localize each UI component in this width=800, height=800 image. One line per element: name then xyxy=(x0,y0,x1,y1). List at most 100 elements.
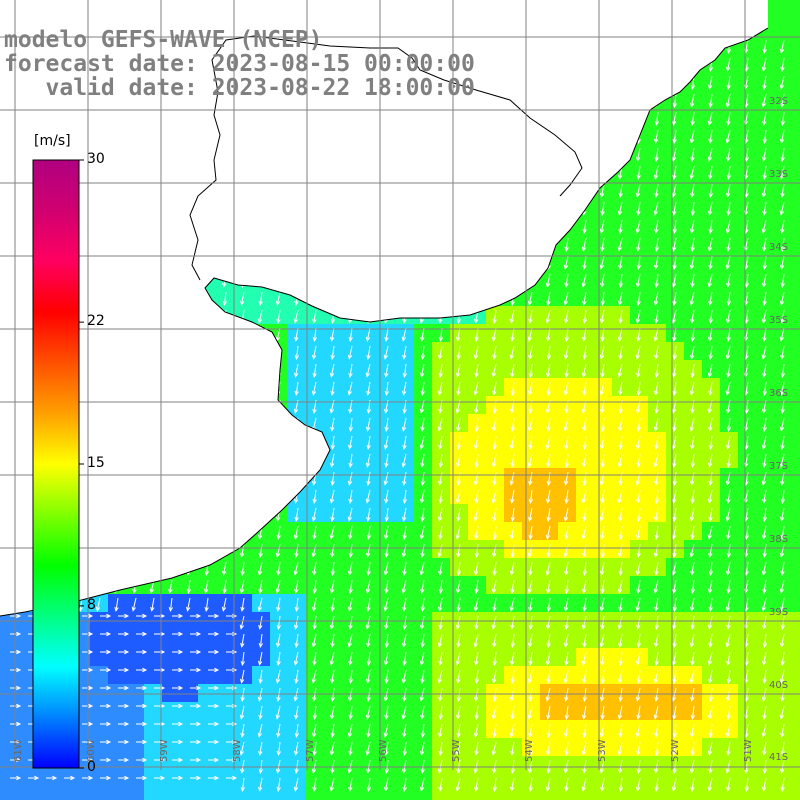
wind-arrow xyxy=(654,111,660,127)
wind-speed-cell xyxy=(162,648,180,666)
wind-speed-cell xyxy=(198,756,216,774)
wind-speed-cell xyxy=(108,738,126,756)
colorbar-unit-label: [m/s] xyxy=(34,133,71,149)
wind-speed-cell xyxy=(684,792,702,800)
wind-speed-cell xyxy=(108,630,126,648)
wind-speed-cell xyxy=(126,792,144,800)
wind-speed-cell xyxy=(360,792,378,800)
colorbar-tick-label: 0 xyxy=(87,759,96,775)
wind-speed-cell xyxy=(792,540,800,558)
wind-speed-cell xyxy=(198,684,216,702)
longitude-label: 54W xyxy=(524,739,535,762)
wind-speed-cell xyxy=(792,630,800,648)
wind-speed-cell xyxy=(180,648,198,666)
wind-arrow xyxy=(726,75,731,91)
wind-speed-cell xyxy=(162,630,180,648)
wind-arrow xyxy=(762,39,767,55)
wind-speed-cell xyxy=(756,792,774,800)
colorbar-tick-label: 15 xyxy=(87,455,105,471)
wind-speed-cell xyxy=(288,792,306,800)
wind-arrow xyxy=(762,75,767,90)
wind-speed-cell xyxy=(162,684,180,702)
wind-speed-cell xyxy=(486,792,504,800)
wind-speed-cell xyxy=(216,648,234,666)
wind-speed-cell xyxy=(792,342,800,360)
longitude-label: 55W xyxy=(451,739,462,762)
wind-speed-cell xyxy=(792,288,800,306)
wind-speed-cell xyxy=(36,792,54,800)
wind-speed-cell xyxy=(126,666,144,684)
wind-speed-cell xyxy=(270,792,288,800)
wind-speed-cell xyxy=(792,666,800,684)
wind-speed-cell xyxy=(792,90,800,108)
wind-speed-cell xyxy=(630,792,648,800)
wind-arrow xyxy=(780,57,785,72)
wind-speed-cell xyxy=(198,648,216,666)
wind-speed-cell xyxy=(792,126,800,144)
wind-speed-cell xyxy=(108,702,126,720)
wind-speed-cell xyxy=(792,558,800,576)
wind-speed-cell xyxy=(720,792,738,800)
wind-speed-cell xyxy=(432,792,450,800)
wind-arrow xyxy=(726,57,731,72)
wind-arrow xyxy=(780,93,785,108)
wind-speed-cell xyxy=(522,792,540,800)
wind-arrow xyxy=(672,111,677,126)
longitude-label: 53W xyxy=(597,739,608,762)
wind-speed-cell xyxy=(540,792,558,800)
wind-speed-cell xyxy=(180,702,198,720)
wind-arrow xyxy=(761,93,767,108)
wind-speed-cell xyxy=(18,774,36,792)
wind-speed-cell xyxy=(792,648,800,666)
wind-speed-cell xyxy=(216,720,234,738)
wind-speed-cell xyxy=(108,756,126,774)
wind-speed-cell xyxy=(648,792,666,800)
wind-speed-cell xyxy=(792,36,800,54)
wind-speed-cell xyxy=(54,774,72,792)
longitude-label: 61W xyxy=(13,739,24,762)
wind-speed-cell xyxy=(666,792,684,800)
wind-arrow xyxy=(761,57,767,72)
wind-speed-cell xyxy=(792,72,800,90)
wind-speed-cell xyxy=(792,180,800,198)
wind-speed-cell xyxy=(792,432,800,450)
longitude-label: 51W xyxy=(743,739,754,762)
wind-speed-cell xyxy=(144,666,162,684)
wind-speed-cell xyxy=(108,666,126,684)
wind-speed-cell xyxy=(792,162,800,180)
wind-speed-cell xyxy=(216,684,234,702)
wind-speed-cell xyxy=(612,792,630,800)
wind-speed-cell xyxy=(792,702,800,720)
wind-speed-cell xyxy=(126,756,144,774)
longitude-label: 52W xyxy=(670,739,681,762)
wind-speed-cell xyxy=(792,774,800,792)
wind-speed-cell xyxy=(774,18,792,36)
wind-speed-cell xyxy=(126,630,144,648)
wind-speed-cell xyxy=(108,792,126,800)
latitude-label: 37S xyxy=(769,461,788,472)
wind-speed-cell xyxy=(180,756,198,774)
wind-speed-cell xyxy=(792,18,800,36)
wind-speed-cell xyxy=(72,774,90,792)
wind-speed-cell xyxy=(792,396,800,414)
longitude-label: 58W xyxy=(232,739,243,762)
wind-speed-cell xyxy=(144,774,162,792)
wind-arrow xyxy=(708,93,713,109)
wind-speed-cell xyxy=(198,792,216,800)
wind-speed-cell xyxy=(792,234,800,252)
wind-speed-cell xyxy=(792,504,800,522)
wind-speed-cell xyxy=(126,684,144,702)
wind-speed-cell xyxy=(414,792,432,800)
colorbar-bar xyxy=(32,159,80,769)
wind-speed-cell xyxy=(468,792,486,800)
wind-speed-cell xyxy=(504,792,522,800)
wind-speed-cell xyxy=(0,774,18,792)
wind-speed-cell xyxy=(558,792,576,800)
wind-speed-cell xyxy=(792,270,800,288)
longitude-label: 57W xyxy=(305,739,316,762)
latitude-label: 36S xyxy=(769,388,788,399)
latitude-label: 34S xyxy=(769,242,788,253)
wind-speed-cell xyxy=(72,792,90,800)
wind-speed-cell xyxy=(594,792,612,800)
wind-speed-cell xyxy=(792,792,800,800)
